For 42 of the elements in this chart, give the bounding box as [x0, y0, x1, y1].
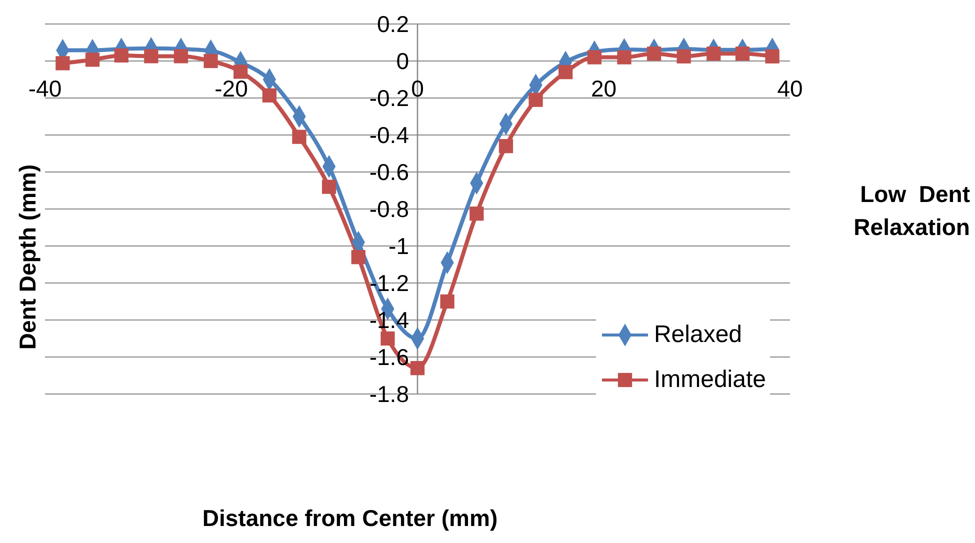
- y-tick-label: -0.4: [369, 122, 410, 148]
- point: [204, 54, 218, 68]
- point: [174, 49, 188, 64]
- y-tick-label: -0.2: [369, 85, 409, 111]
- point: [498, 139, 514, 154]
- y-tick-label: -1.8: [369, 381, 409, 407]
- legend-label: Relaxed: [654, 320, 742, 348]
- point: [262, 88, 276, 102]
- legend-label: Immediate: [654, 366, 766, 394]
- x-tick-label: -20: [214, 76, 248, 102]
- point: [558, 65, 573, 80]
- y-axis-title: Dent Depth (mm): [14, 164, 42, 350]
- x-tick-label: 20: [590, 76, 617, 102]
- point: [114, 48, 128, 63]
- text: Low Dent Relaxation: [852, 180, 970, 242]
- point: [410, 361, 425, 376]
- point: [470, 206, 484, 221]
- y-tick-label: 0: [396, 48, 409, 74]
- point: [735, 46, 750, 61]
- point: [765, 49, 780, 64]
- point: [440, 294, 454, 309]
- point: [528, 92, 543, 107]
- point: [292, 130, 306, 144]
- y-tick-label: -1: [388, 233, 409, 259]
- point: [587, 50, 602, 64]
- point: [56, 56, 70, 70]
- y-tick-label: -0.6: [369, 159, 409, 185]
- point: [380, 331, 395, 346]
- point: [706, 46, 721, 61]
- y-tick-label: 0.2: [377, 11, 409, 37]
- x-axis-title: Distance from Center (mm): [202, 505, 498, 532]
- x-tick-label: 40: [777, 76, 803, 102]
- point: [233, 64, 248, 79]
- point: [646, 46, 662, 61]
- point: [85, 52, 100, 67]
- y-tick-label: -0.8: [369, 196, 409, 222]
- x-tick-label: -40: [28, 76, 62, 102]
- point: [144, 49, 158, 64]
- point: [617, 50, 632, 64]
- point: [322, 180, 336, 194]
- point: [676, 49, 691, 64]
- point: [351, 250, 366, 264]
